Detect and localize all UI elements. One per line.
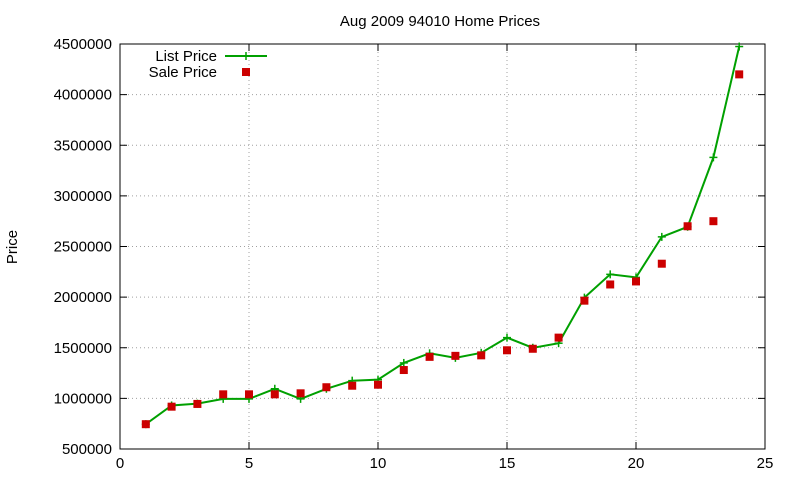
data-point-sale-price — [425, 352, 434, 361]
data-marks — [141, 42, 744, 429]
data-point-sale-price — [709, 217, 718, 226]
data-point-sale-price — [141, 420, 150, 429]
data-point-sale-price — [348, 381, 357, 390]
data-point-sale-price — [322, 383, 331, 392]
data-point-sale-price — [167, 402, 176, 411]
series-line-list-price — [145, 46, 741, 426]
y-tick-label: 500000 — [62, 441, 112, 458]
data-point-list-price — [399, 358, 408, 367]
chart-title: Aug 2009 94010 Home Prices — [340, 13, 540, 30]
y-tick-label: 4000000 — [54, 87, 112, 104]
legend-label-sale-price: Sale Price — [149, 64, 217, 81]
data-point-sale-price — [580, 296, 589, 305]
y-tick-label: 3500000 — [54, 137, 112, 154]
data-point-list-price — [503, 333, 511, 342]
data-point-sale-price — [632, 277, 640, 286]
legend-marker-sale-price — [242, 68, 250, 76]
data-point-sale-price — [683, 222, 692, 231]
legend: List Price Sale Price — [149, 48, 267, 81]
data-point-sale-price — [296, 389, 305, 398]
y-tick-label: 2000000 — [54, 289, 112, 306]
data-point-sale-price — [735, 70, 744, 79]
data-point-sale-price — [606, 280, 615, 289]
data-point-sale-price — [657, 259, 666, 268]
x-tick-label: 15 — [499, 455, 516, 472]
y-tick-label: 2500000 — [54, 239, 112, 256]
data-point-sale-price — [477, 351, 486, 360]
data-point-list-price — [657, 232, 666, 241]
x-tick-label: 0 — [116, 455, 124, 472]
data-point-sale-price — [528, 344, 537, 353]
y-tick-label: 3000000 — [54, 188, 112, 205]
data-point-list-price — [606, 270, 615, 279]
data-point-sale-price — [451, 351, 460, 360]
legend-sample-list-price — [225, 52, 267, 60]
x-tick-label: 10 — [370, 455, 387, 472]
y-tick-label: 1000000 — [54, 390, 112, 407]
x-tick-label: 20 — [628, 455, 645, 472]
data-point-sale-price — [270, 390, 279, 399]
legend-sample-sale-price — [242, 68, 250, 76]
data-point-sale-price — [193, 399, 202, 408]
grid — [120, 44, 765, 449]
data-point-sale-price — [554, 333, 563, 342]
data-point-sale-price — [503, 346, 511, 355]
legend-label-list-price: List Price — [155, 48, 217, 65]
data-point-list-price — [709, 153, 718, 162]
x-tick-label: 25 — [757, 455, 774, 472]
data-point-sale-price — [245, 390, 253, 399]
data-point-list-price — [735, 42, 744, 51]
y-tick-label: 1500000 — [54, 340, 112, 357]
data-point-sale-price — [219, 390, 228, 399]
legend-marker-list-price — [242, 52, 250, 60]
axis-ticks: 0 5 10 15 20 25 500000 1000000 1500000 2000000 250… — [54, 36, 774, 472]
x-tick-label: 5 — [245, 455, 253, 472]
data-point-sale-price — [374, 380, 382, 389]
data-point-sale-price — [399, 366, 408, 375]
y-tick-label: 4500000 — [54, 36, 112, 53]
y-axis-label: Price — [4, 230, 21, 264]
